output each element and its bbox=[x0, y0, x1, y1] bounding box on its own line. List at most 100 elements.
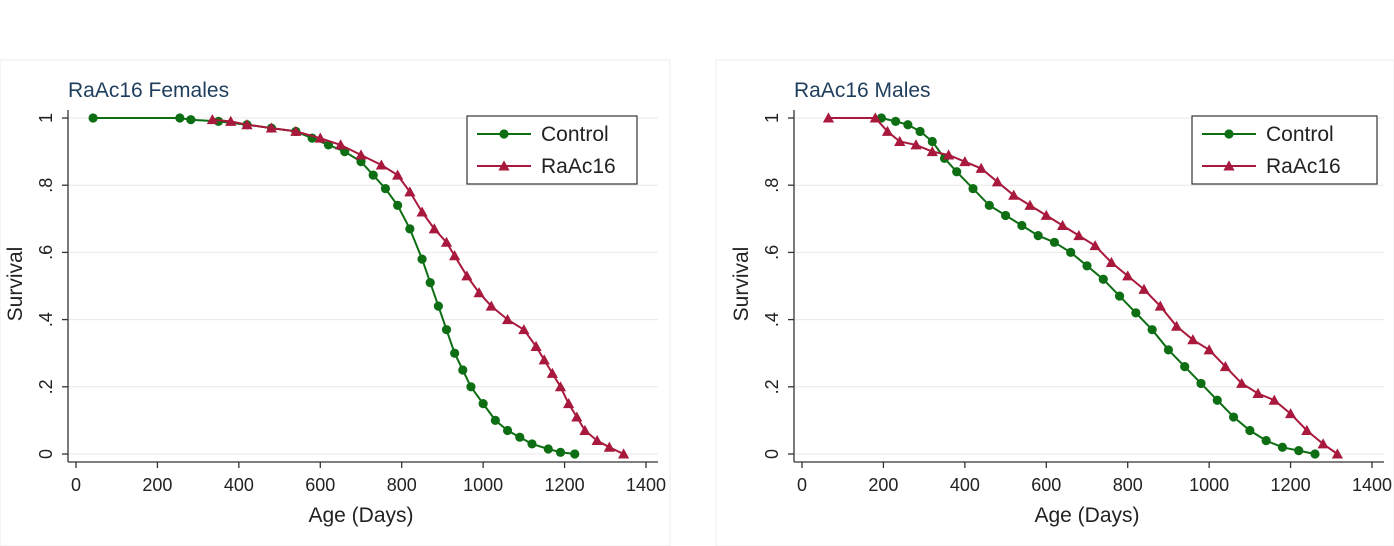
data-point bbox=[375, 159, 387, 170]
data-point bbox=[910, 139, 922, 150]
data-point bbox=[546, 367, 558, 378]
data-point bbox=[1284, 408, 1297, 419]
data-point bbox=[1212, 395, 1222, 405]
data-point bbox=[991, 176, 1004, 187]
data-point bbox=[1147, 325, 1157, 335]
data-point bbox=[433, 301, 443, 311]
data-point bbox=[392, 169, 404, 180]
legend: Control RaAc16 bbox=[466, 115, 638, 185]
data-point bbox=[1098, 274, 1108, 284]
data-point bbox=[490, 415, 500, 425]
data-point bbox=[527, 439, 537, 449]
x-tick-label: 400 bbox=[950, 475, 980, 495]
data-point bbox=[290, 125, 302, 136]
data-point bbox=[1154, 300, 1166, 311]
data-point bbox=[968, 183, 978, 194]
y-tick-label: 1 bbox=[762, 113, 782, 123]
y-tick-label: .4 bbox=[36, 312, 56, 327]
data-point bbox=[822, 112, 835, 123]
data-point bbox=[591, 434, 603, 446]
x-tick-label: 400 bbox=[224, 475, 254, 495]
y-tick-label: 0 bbox=[762, 449, 782, 459]
data-point bbox=[265, 122, 278, 133]
data-point bbox=[903, 120, 913, 130]
x-tick-label: 600 bbox=[1031, 475, 1061, 495]
chart-panel-females: RaAc16 Females 0 .2 .4 .6 .8 1 0 200 400 600 800 10… bbox=[0, 59, 671, 546]
legend-item-control: Control bbox=[1202, 123, 1334, 146]
data-point bbox=[942, 149, 955, 160]
data-point bbox=[926, 146, 938, 157]
legend-swatch-marker bbox=[498, 160, 510, 171]
data-point bbox=[1114, 291, 1125, 301]
legend-label: Control bbox=[541, 123, 609, 146]
data-point bbox=[428, 223, 440, 234]
data-point bbox=[466, 382, 476, 392]
y-tick-label: .2 bbox=[762, 379, 782, 394]
data-point bbox=[1089, 240, 1101, 251]
data-point bbox=[1180, 362, 1190, 372]
chart-title: RaAc16 Males bbox=[794, 79, 931, 102]
legend-swatch-marker bbox=[1223, 160, 1235, 171]
data-point bbox=[927, 136, 937, 147]
axes: 0 .2 .4 .6 .8 1 0 200 400 600 800 1000 1200 1400 bbox=[762, 110, 1392, 495]
data-point bbox=[894, 135, 906, 146]
data-point bbox=[206, 114, 218, 125]
data-point bbox=[380, 183, 391, 194]
data-point bbox=[1122, 270, 1134, 281]
y-tick-label: .8 bbox=[762, 178, 782, 193]
data-point bbox=[314, 132, 326, 143]
data-point bbox=[405, 224, 415, 234]
data-point bbox=[440, 236, 453, 247]
data-point bbox=[1245, 425, 1255, 436]
data-point bbox=[1236, 377, 1248, 388]
data-point bbox=[515, 432, 525, 442]
data-point bbox=[458, 365, 468, 375]
data-point bbox=[570, 449, 580, 459]
x-tick-label: 1200 bbox=[545, 475, 585, 495]
data-point bbox=[1277, 442, 1288, 452]
data-point bbox=[485, 300, 497, 311]
data-point bbox=[563, 398, 575, 409]
data-point bbox=[1000, 210, 1011, 221]
data-point bbox=[1033, 231, 1043, 241]
data-point bbox=[1008, 189, 1020, 200]
data-point bbox=[1056, 219, 1069, 230]
x-axis-title: Age (Days) bbox=[308, 504, 413, 527]
data-point bbox=[393, 200, 403, 210]
x-tick-label: 1000 bbox=[463, 475, 503, 495]
data-point bbox=[417, 254, 427, 264]
data-point bbox=[1163, 345, 1174, 355]
data-point bbox=[1219, 361, 1232, 372]
y-tick-label: .6 bbox=[762, 245, 782, 260]
data-point bbox=[975, 162, 987, 173]
data-point bbox=[1049, 237, 1060, 247]
y-axis-title: Survival bbox=[4, 247, 27, 322]
data-point bbox=[1268, 394, 1280, 405]
data-point bbox=[555, 447, 566, 457]
data-point bbox=[543, 444, 553, 454]
data-point bbox=[461, 270, 473, 281]
data-point bbox=[869, 112, 881, 123]
data-point bbox=[579, 424, 591, 435]
data-point bbox=[1310, 449, 1320, 459]
data-point bbox=[554, 381, 567, 392]
data-point bbox=[1017, 220, 1027, 231]
y-tick-label: .2 bbox=[36, 379, 56, 394]
x-tick-label: 1400 bbox=[626, 475, 666, 495]
x-tick-label: 800 bbox=[1113, 475, 1143, 495]
data-point bbox=[915, 126, 925, 137]
data-point bbox=[1073, 230, 1085, 241]
data-point bbox=[425, 278, 435, 288]
x-tick-label: 1400 bbox=[1352, 475, 1392, 495]
y-tick-label: 0 bbox=[36, 449, 56, 459]
axes: 0 .2 .4 .6 .8 1 0 200 400 600 800 1000 1200 1400 bbox=[36, 110, 666, 495]
data-point bbox=[501, 314, 514, 325]
data-point bbox=[1040, 209, 1052, 220]
data-point bbox=[368, 170, 378, 180]
x-tick-label: 1200 bbox=[1271, 475, 1311, 495]
data-point bbox=[225, 115, 237, 126]
legend-swatch-marker bbox=[499, 129, 509, 139]
legend-label: RaAc16 bbox=[541, 155, 616, 178]
y-axis-title: Survival bbox=[730, 247, 753, 322]
legend: Control RaAc16 bbox=[1191, 115, 1378, 185]
